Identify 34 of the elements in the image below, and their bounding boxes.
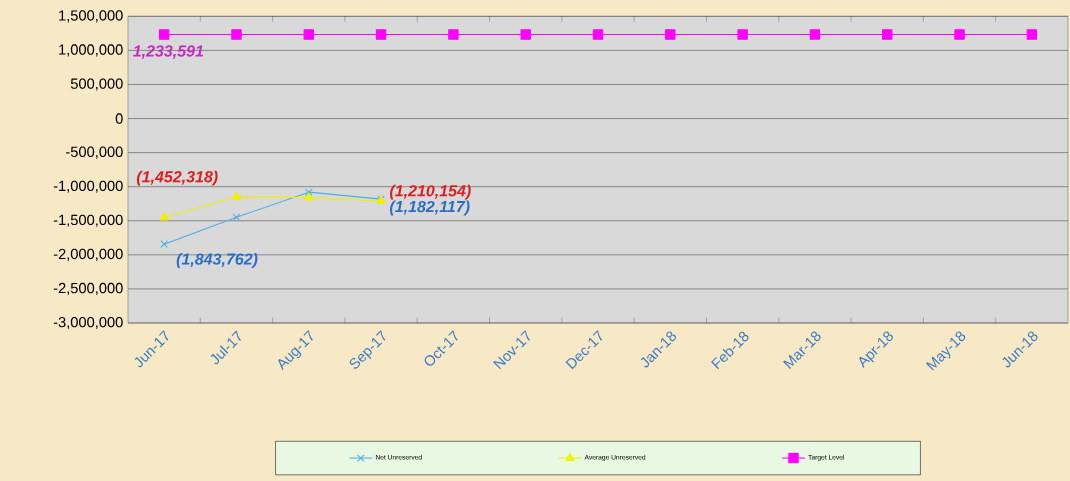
y-tick-label: -2,500,000 [53,282,123,295]
data-label: (1,210,154) [390,184,471,200]
point [160,240,168,249]
point [304,192,314,201]
point [592,29,604,40]
point [231,191,242,200]
point [158,29,170,40]
data-label: (1,182,117) [390,200,470,216]
point [809,29,821,40]
y-tick-label: 0 [115,113,123,124]
point [1026,29,1038,40]
data-label: 1,233,591 [132,45,204,59]
y-tick-label: 1,000,000 [59,44,123,57]
point [448,29,459,40]
point [954,29,965,40]
point [375,29,387,40]
point [231,29,242,40]
y-tick-label: -1,000,000 [53,180,123,193]
data-label: (1,452,318) [136,170,218,186]
point [737,29,748,40]
y-tick-label: -500,000 [66,146,123,159]
point [882,29,893,40]
y-tick-label: -1,500,000 [53,214,123,227]
y-tick-label: -2,000,000 [53,248,123,261]
point [665,29,676,40]
y-tick-label: 1,500,000 [59,10,123,23]
point [520,29,531,40]
y-tick-label: 500,000 [70,78,123,91]
point [303,29,314,40]
point [159,212,169,221]
point [304,188,313,196]
data-label: (1,843,762) [176,253,258,268]
point [232,213,241,222]
y-tick-label: -3,000,000 [53,316,123,330]
